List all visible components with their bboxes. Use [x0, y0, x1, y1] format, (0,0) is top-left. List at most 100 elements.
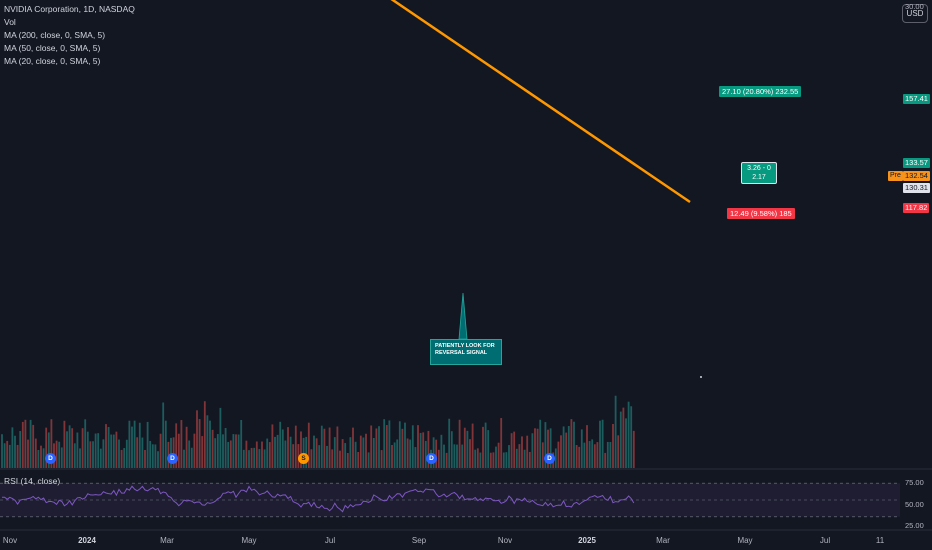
volume-bar [258, 449, 261, 468]
volume-bar [253, 447, 256, 468]
volume-bar [133, 420, 136, 468]
volume-bar [539, 419, 542, 468]
volume-bar [89, 441, 92, 468]
volume-bar [599, 420, 601, 468]
volume-bar [175, 423, 178, 468]
dividend-marker[interactable]: D [45, 453, 56, 464]
volume-bar [352, 427, 354, 468]
volume-bar [391, 444, 393, 468]
ma200-legend[interactable]: MA (200, close, 0, SMA, 5) [4, 30, 106, 40]
volume-bar [172, 437, 175, 468]
volume-bar [193, 433, 196, 468]
volume-bar [14, 435, 16, 468]
volume-bar [331, 449, 334, 468]
volume-bar [448, 418, 451, 468]
volume-bar [367, 452, 370, 468]
dividend-marker[interactable]: D [167, 453, 178, 464]
volume-bar [393, 442, 396, 468]
volume-bar [198, 419, 201, 468]
target-price-tag: 157.41 [903, 94, 930, 104]
volume-bar [544, 422, 547, 468]
symbol-title[interactable]: NVIDIA Corporation, 1D, NASDAQ [4, 4, 135, 14]
volume-bar [120, 449, 123, 468]
volume-bar [37, 449, 40, 468]
volume-bar [281, 429, 284, 468]
volume-bar [177, 433, 180, 468]
lower-trendline [390, 0, 691, 204]
volume-bar [450, 431, 453, 468]
volume-bar [443, 444, 445, 468]
volume-bar [315, 438, 318, 468]
volume-bar [461, 444, 464, 468]
volume-bar [268, 442, 271, 468]
volume-bar [357, 451, 360, 468]
volume-bar [445, 452, 448, 468]
volume-bar [510, 433, 513, 468]
volume-bar [617, 435, 620, 468]
volume-bar [232, 434, 235, 468]
position-target-label[interactable]: 27.10 (20.80%) 232.55 [719, 86, 802, 97]
time-tick-label: Mar [160, 536, 174, 545]
volume-bar [614, 395, 617, 468]
volume-bar [47, 432, 50, 468]
stop-price-tag: 117.82 [903, 203, 930, 213]
currency-button[interactable]: USD [902, 4, 928, 23]
volume-bar [500, 418, 503, 468]
rsi-legend[interactable]: RSI (14, close) [4, 476, 61, 486]
volume-bar [279, 421, 282, 468]
current-price-tag: 133.57 [903, 158, 930, 168]
volume-bar [411, 425, 414, 468]
volume-bar [479, 452, 482, 468]
volume-bar [385, 425, 388, 468]
volume-bar [66, 431, 68, 468]
volume-bar [263, 449, 266, 468]
volume-bar [245, 440, 248, 468]
volume-bar [456, 444, 458, 468]
volume-bar [422, 432, 425, 468]
volume-bar [341, 439, 344, 468]
volume-bar [521, 436, 523, 468]
volume-bar [6, 440, 9, 468]
volume-bar [469, 439, 471, 468]
volume-bar [362, 437, 365, 468]
volume-bar [586, 425, 588, 468]
volume-bar [3, 443, 6, 468]
volume-bar [570, 419, 573, 468]
volume-bar [261, 441, 263, 468]
position-center-label[interactable]: 3.26 - 0 2.17 [741, 162, 777, 184]
time-tick-label: Jul [819, 536, 831, 545]
entry-price-tag: 130.31 [903, 183, 930, 193]
volume-bar [567, 426, 570, 468]
volume-bar [302, 437, 305, 468]
volume-bar [536, 428, 539, 468]
volume-bar [526, 435, 529, 468]
volume-bar [157, 451, 159, 468]
volume-bar [164, 420, 167, 468]
volume-bar [196, 410, 198, 468]
ma20-legend[interactable]: MA (20, close, 0, SMA, 5) [4, 56, 101, 66]
volume-bar [627, 401, 630, 468]
volume-bar [68, 425, 71, 468]
time-tick-label: Sep [411, 536, 427, 545]
volume-bar [1, 434, 3, 468]
reversal-callout[interactable]: PATIENTLY LOOK FOR REVERSAL SIGNAL [430, 339, 502, 365]
volume-bar [219, 407, 222, 468]
volume-bar [474, 449, 477, 468]
volume-legend[interactable]: Vol [4, 17, 16, 27]
volume-bar [339, 450, 341, 468]
ma50-legend[interactable]: MA (50, close, 0, SMA, 5) [4, 43, 101, 53]
time-tick-label: May [241, 536, 257, 545]
volume-bar [365, 433, 367, 468]
split-marker[interactable]: S [298, 453, 309, 464]
position-stop-label[interactable]: 12.49 (9.58%) 185 [727, 208, 795, 219]
volume-bar [159, 433, 162, 468]
dividend-marker[interactable]: D [426, 453, 437, 464]
volume-bar [287, 427, 289, 468]
volume-bar [110, 434, 113, 468]
volume-bar [549, 428, 552, 468]
volume-bar [513, 431, 516, 468]
dividend-marker[interactable]: D [544, 453, 555, 464]
dot-marker [700, 376, 702, 378]
